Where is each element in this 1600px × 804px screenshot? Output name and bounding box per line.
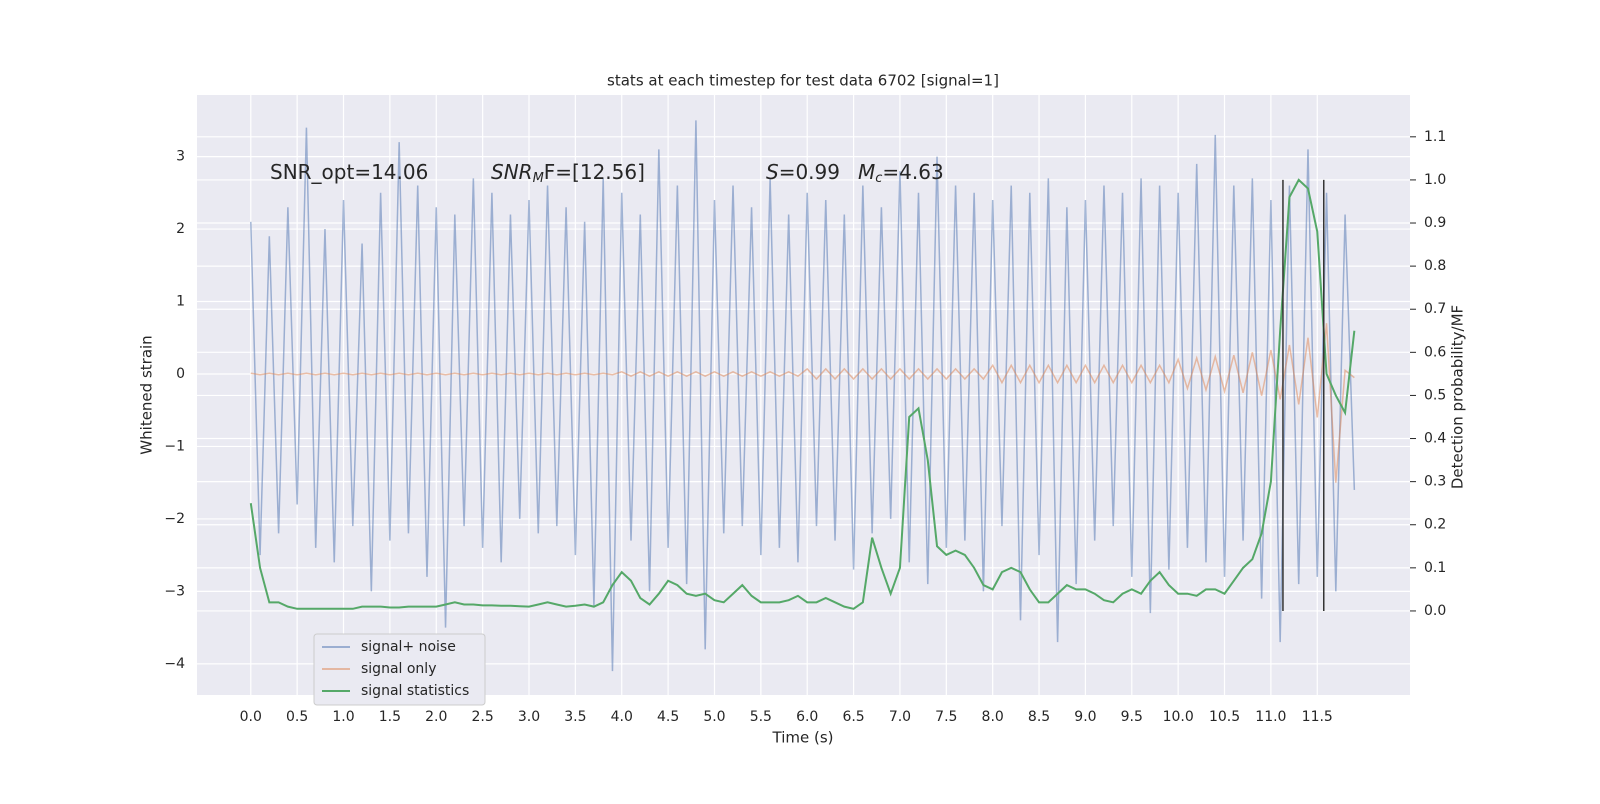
- x-axis-label: Time (s): [772, 729, 834, 747]
- x-tick-label: 4.0: [611, 709, 633, 725]
- y2-tick-label: 0.8: [1424, 258, 1446, 274]
- legend-label: signal+ noise: [361, 639, 456, 655]
- x-tick-label: 4.5: [657, 709, 679, 725]
- y2-axis-label: Detection probability/MF: [1449, 305, 1467, 489]
- annotation-part: M: [858, 160, 875, 184]
- annotation-part: F=[12.56]: [544, 160, 645, 184]
- x-tick-label: 3.0: [518, 709, 540, 725]
- annotation-part: SNR: [491, 160, 533, 184]
- x-tick-label: 8.5: [1028, 709, 1050, 725]
- series-line: [250, 120, 1356, 672]
- annotation-part: SNR_opt=14.06: [270, 160, 428, 184]
- x-tick-label: 9.0: [1074, 709, 1096, 725]
- x-tick-label: 10.5: [1209, 709, 1240, 725]
- annotations: SNR_opt=14.06 SNRMF=[12.56] S=0.99 Mc=4.63: [270, 160, 944, 186]
- y-tick-label: −3: [164, 583, 185, 599]
- y-tick-label: −2: [164, 511, 185, 527]
- y2-tick-label: 0.1: [1424, 560, 1446, 576]
- y-tick-label: 0: [176, 366, 185, 382]
- annotation: Mc=4.63: [858, 160, 944, 186]
- x-tick-label: 1.0: [332, 709, 354, 725]
- y2-tick-label: 1.1: [1424, 129, 1446, 145]
- x-tick-label: 0.0: [240, 709, 262, 725]
- x-tick-label: 2.5: [471, 709, 493, 725]
- x-tick-label: 2.0: [425, 709, 447, 725]
- y2-tick-label: 0.4: [1424, 431, 1446, 447]
- x-tick-label: 6.5: [842, 709, 864, 725]
- x-tick-label: 5.5: [750, 709, 772, 725]
- annotation-part: c: [875, 171, 882, 186]
- x-tick-label: 5.0: [703, 709, 725, 725]
- annotation-part: =4.63: [882, 160, 943, 184]
- x-tick-label: 10.0: [1163, 709, 1194, 725]
- legend-label: signal only: [361, 661, 436, 677]
- annotation-part: M: [533, 171, 544, 186]
- x-tick-label: 11.5: [1302, 709, 1333, 725]
- y-tick-label: 1: [176, 294, 185, 310]
- y-tick-label: 2: [176, 221, 185, 237]
- marks: [249, 120, 1356, 672]
- y2-tick-label: 0.7: [1424, 301, 1446, 317]
- y-tick-label: 3: [176, 149, 185, 165]
- y-axis-label: Whitened strain: [138, 335, 156, 454]
- x-tick-label: 8.0: [982, 709, 1004, 725]
- x-tick-label: 9.5: [1121, 709, 1143, 725]
- annotation-part: =0.99: [779, 160, 840, 184]
- x-tick-label: 0.5: [286, 709, 308, 725]
- x-tick-label: 3.5: [564, 709, 586, 725]
- x-tick-label: 6.0: [796, 709, 818, 725]
- annotation: S=0.99: [766, 160, 840, 184]
- y2-tick-label: 0.0: [1424, 603, 1446, 619]
- y2-tick-label: 0.9: [1424, 215, 1446, 231]
- series-line: [249, 178, 1356, 610]
- y-tick-label: −1: [164, 438, 185, 454]
- legend-label: signal statistics: [361, 683, 469, 699]
- y-tick-label: −4: [164, 656, 185, 672]
- y2-tick-label: 1.0: [1424, 172, 1446, 188]
- y2-tick-label: 0.5: [1424, 387, 1446, 403]
- annotation-part: S: [766, 160, 779, 184]
- x-tick-label: 7.0: [889, 709, 911, 725]
- annotation: SNRMF=[12.56]: [491, 160, 645, 186]
- y2-tick-label: 0.3: [1424, 474, 1446, 490]
- y2-tick-label: 0.6: [1424, 344, 1446, 360]
- legend: signal+ noise signal only signal statistic…: [313, 633, 486, 706]
- series-line: [250, 323, 1355, 483]
- x-tick-label: 7.5: [935, 709, 957, 725]
- y2-tick-label: 0.2: [1424, 517, 1446, 533]
- x-tick-label: 11.0: [1255, 709, 1286, 725]
- legend-box: [313, 633, 486, 706]
- chart-title: stats at each timestep for test data 670…: [607, 72, 999, 90]
- annotation: SNR_opt=14.06: [270, 160, 428, 184]
- x-tick-label: 1.5: [379, 709, 401, 725]
